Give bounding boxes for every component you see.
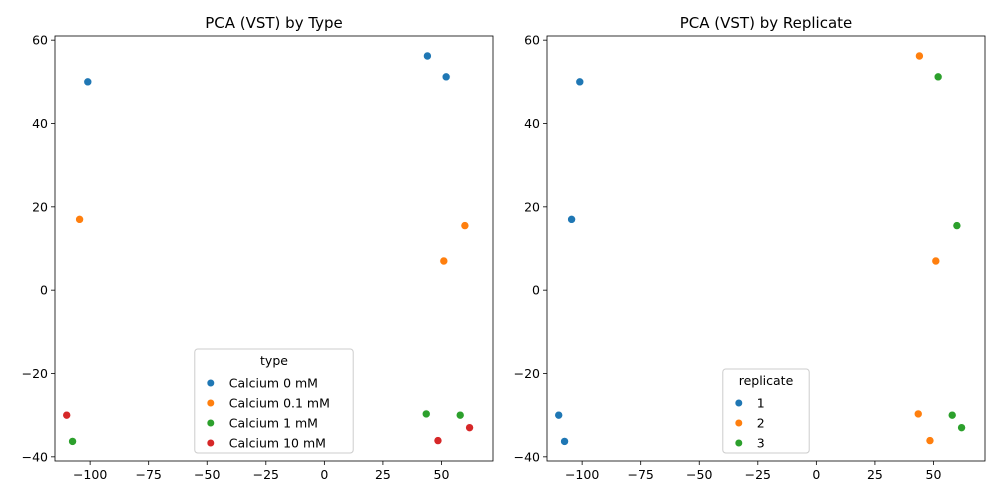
data-point [947, 410, 957, 420]
x-tick-label: 25 [867, 467, 883, 482]
data-point [925, 436, 935, 445]
legend: type Calcium 0 mM Calcium 0.1 mM Calcium 1 … [194, 348, 354, 454]
legend-marker [207, 439, 215, 447]
x-tick-label: −25 [745, 467, 771, 482]
x-tick-label: 0 [812, 467, 820, 482]
data-point [439, 256, 449, 266]
data-point [560, 437, 569, 446]
data-point [423, 51, 432, 61]
legend-marker [207, 399, 215, 407]
data-point [455, 410, 465, 420]
data-point [441, 72, 451, 82]
legend-marker [207, 379, 215, 387]
x-tick-label: 0 [320, 467, 328, 482]
x-tick-label: −100 [73, 467, 107, 482]
data-point [75, 215, 84, 224]
x-tick-label: −100 [565, 467, 599, 482]
legend-marker [735, 419, 743, 427]
legend-label: 1 [757, 396, 765, 411]
x-tick-label: −50 [686, 467, 712, 482]
data-point [421, 409, 431, 419]
data-point [62, 410, 72, 420]
y-tick-label: −20 [22, 366, 48, 381]
data-point [554, 410, 564, 420]
data-point [915, 51, 924, 61]
data-point [433, 436, 443, 445]
data-point [68, 437, 77, 446]
data-point [957, 423, 966, 432]
data-point [575, 77, 585, 87]
y-tick-label: 20 [524, 199, 540, 214]
x-tick-label: 50 [434, 467, 450, 482]
legend-box [722, 368, 810, 454]
legend-marker [735, 439, 743, 447]
legend-title: replicate [739, 373, 794, 388]
axes-frame [546, 35, 986, 462]
y-tick-label: 40 [524, 116, 540, 131]
data-point [931, 256, 941, 266]
x-tick-label: 25 [375, 467, 391, 482]
y-tick-label: −40 [22, 449, 48, 464]
legend-label: Calcium 0.1 mM [229, 396, 330, 411]
x-tick-label: −50 [194, 467, 220, 482]
legend-label: 3 [757, 436, 765, 451]
legend-label: 2 [757, 416, 765, 431]
legend-label: Calcium 1 mM [229, 416, 318, 431]
data-point [460, 221, 470, 230]
y-tick-label: −40 [514, 449, 540, 464]
chart-panel-1: PCA (VST) by Type −100 −75 −50 −25 0 25 50 −40 −2… [22, 14, 494, 482]
y-tick-label: 60 [524, 33, 540, 48]
x-tick-label: 50 [926, 467, 942, 482]
y-tick-label: 40 [32, 116, 48, 131]
chart-title: PCA (VST) by Replicate [680, 14, 853, 32]
axes-frame [54, 35, 494, 462]
data-point [465, 423, 474, 432]
legend: replicate 1 2 3 [722, 368, 810, 454]
legend-box [194, 348, 354, 454]
data-point [83, 77, 93, 87]
legend-label: Calcium 0 mM [229, 376, 318, 391]
y-tick-label: 20 [32, 199, 48, 214]
legend-label: Calcium 10 mM [229, 436, 326, 451]
chart-title: PCA (VST) by Type [205, 14, 343, 32]
data-point [913, 409, 923, 419]
y-tick-label: 0 [40, 283, 48, 298]
legend-title: type [260, 353, 288, 368]
y-tick-label: 0 [532, 283, 540, 298]
data-point [933, 72, 943, 82]
chart-panel-2: PCA (VST) by Replicate −100 −75 −50 −25 0 25 50… [514, 14, 986, 482]
legend-marker [207, 419, 215, 427]
x-tick-label: −75 [135, 467, 161, 482]
legend-marker [735, 399, 743, 407]
y-tick-label: −20 [514, 366, 540, 381]
data-point [952, 221, 962, 230]
x-tick-label: −75 [627, 467, 653, 482]
y-tick-label: 60 [32, 33, 48, 48]
x-tick-label: −25 [253, 467, 279, 482]
data-point [567, 215, 576, 224]
